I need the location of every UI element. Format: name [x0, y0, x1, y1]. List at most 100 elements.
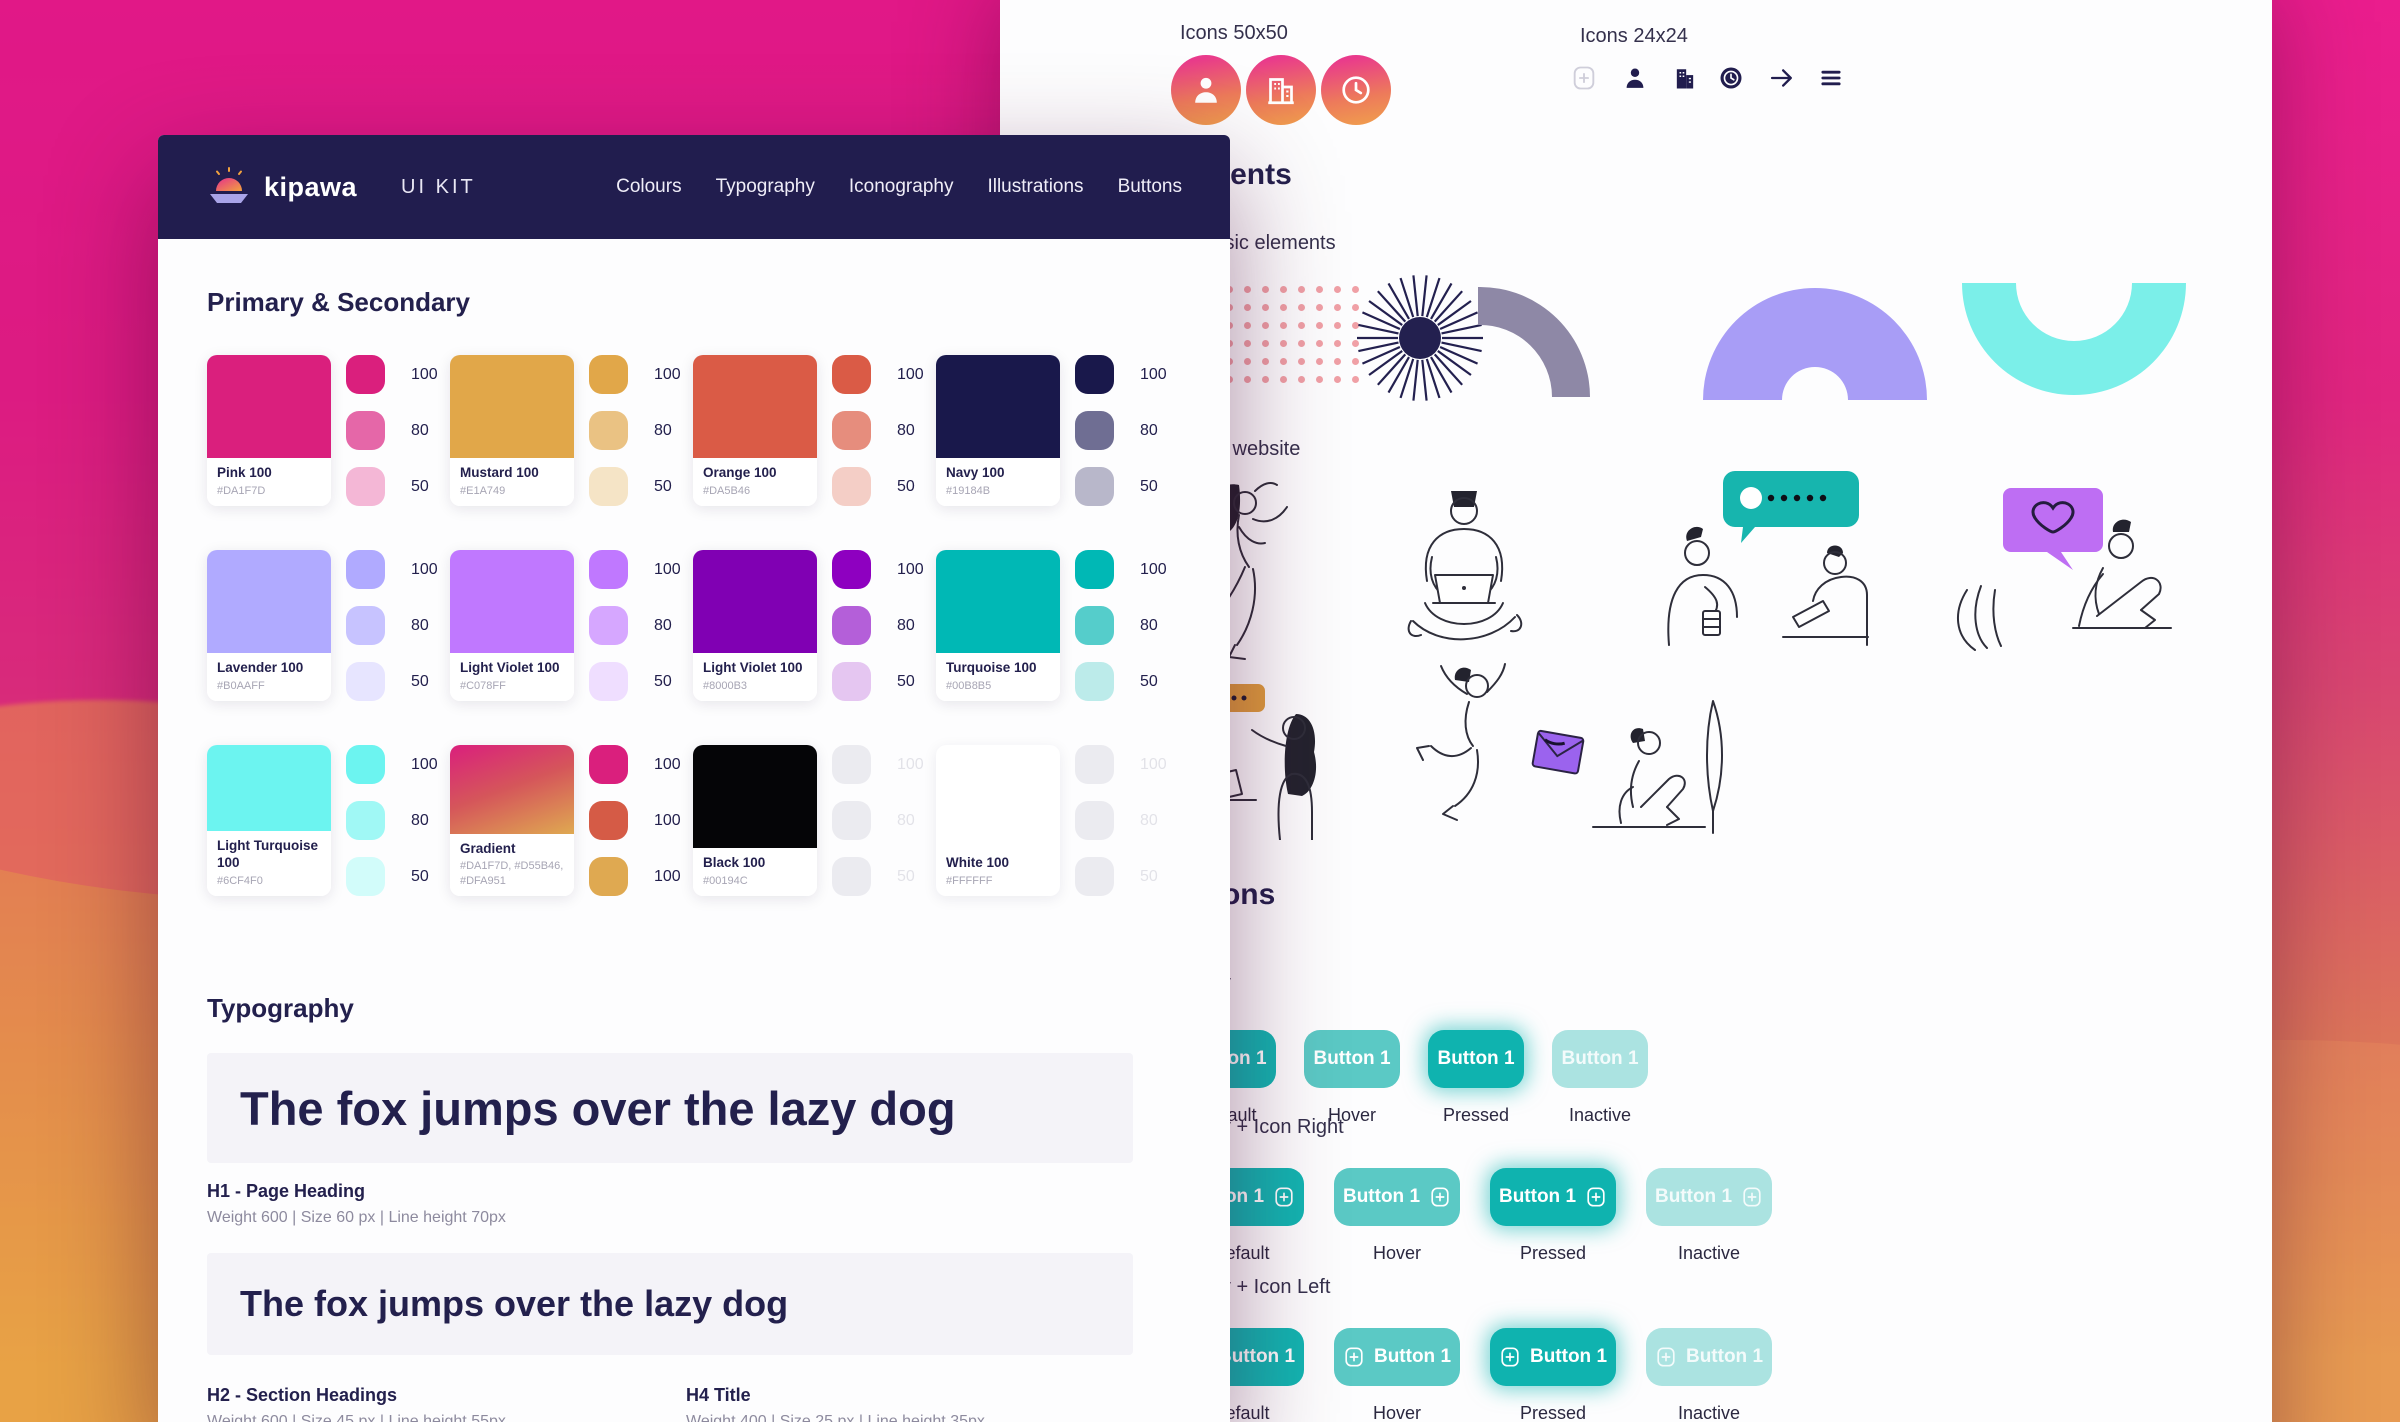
colour-group: Pink 100 #DA1F7D 100 80 50	[207, 355, 450, 506]
colour-swatch-card: Light Violet 100 #8000B3	[693, 550, 817, 701]
shade-row: 80	[832, 411, 924, 450]
dot	[1316, 286, 1323, 293]
button-1-inactive-icon-right[interactable]: Button 1	[1646, 1168, 1772, 1226]
dot	[1244, 358, 1251, 365]
shade-chip	[1075, 745, 1114, 784]
shade-list: 100 80 50	[1075, 355, 1167, 506]
colour-swatch	[450, 745, 574, 834]
button-1-inactive[interactable]: Button 1	[1552, 1030, 1648, 1088]
shade-list: 100 80 50	[589, 550, 681, 701]
colour-info: Gradient #DA1F7D, #D55B46, #DFA951	[450, 833, 574, 896]
button-label: Button 1	[1654, 1186, 1733, 1207]
dot	[1334, 286, 1341, 293]
main-nav: Colours Typography Iconography Illustration…	[616, 176, 1182, 198]
clock-icon	[1717, 64, 1745, 92]
quarter-arc-element	[1478, 286, 1590, 397]
brand-subtitle: UI KIT	[401, 175, 476, 198]
shade-label: 100	[411, 365, 438, 383]
shade-label: 100	[411, 560, 438, 578]
starburst-element	[1357, 275, 1483, 401]
shade-row: 80	[1075, 606, 1167, 645]
button-state-column: Button 1 Pressed	[1490, 1168, 1616, 1264]
shade-label: 80	[654, 421, 672, 439]
shade-chip	[589, 355, 628, 394]
dot	[1298, 322, 1305, 329]
dot	[1298, 304, 1305, 311]
shade-row: 50	[346, 857, 438, 896]
button-state-column: Button 1 Hover	[1334, 1328, 1460, 1422]
shade-label: 80	[411, 811, 429, 829]
shade-chip	[589, 857, 628, 896]
colour-swatch-card: Lavender 100 #B0AAFF	[207, 550, 331, 701]
shade-chip	[589, 606, 628, 645]
button-1-hover-icon-left[interactable]: Button 1	[1334, 1328, 1460, 1386]
colour-group: Lavender 100 #B0AAFF 100 80 50	[207, 550, 450, 701]
colour-name: White 100	[946, 854, 1010, 870]
dot	[1334, 376, 1341, 383]
kipawa-logo-icon	[210, 167, 248, 203]
illustration-heart-message	[1956, 488, 2172, 651]
colour-grid: Pink 100 #DA1F7D 100 80 50 Mustard 100 #E1…	[207, 355, 1179, 896]
button-1-pressed-icon-left[interactable]: Button 1	[1490, 1328, 1616, 1386]
button-state-column: Button 1 Inactive	[1646, 1328, 1772, 1422]
dot	[1262, 376, 1269, 383]
button-1-inactive-icon-left[interactable]: Button 1	[1646, 1328, 1772, 1386]
shade-chip	[346, 801, 385, 840]
shade-label: 50	[897, 672, 915, 690]
colour-hex: #E1A749	[460, 484, 506, 497]
dot	[1280, 376, 1287, 383]
button-1-pressed[interactable]: Button 1	[1428, 1030, 1524, 1088]
button-1-hover[interactable]: Button 1	[1304, 1030, 1400, 1088]
nav-item-buttons[interactable]: Buttons	[1117, 176, 1182, 197]
colour-swatch	[936, 355, 1060, 458]
dot	[1352, 286, 1359, 293]
shade-row: 80	[832, 801, 924, 840]
shade-label: 50	[411, 477, 429, 495]
h2-sample-box: The fox jumps over the lazy dog	[207, 1253, 1133, 1355]
colours-section-title: Primary & Secondary	[207, 287, 471, 317]
colour-name: Navy 100	[946, 464, 1005, 480]
shade-chip	[832, 550, 871, 589]
colour-info: Orange 100 #DA5B46	[693, 457, 817, 506]
button-1-pressed-icon-right[interactable]: Button 1	[1490, 1168, 1616, 1226]
shade-row: 100	[346, 355, 438, 394]
button-state-column: Button 1 Hover	[1334, 1168, 1460, 1264]
shade-chip	[346, 467, 385, 506]
shade-list: 100 80 50	[346, 355, 438, 506]
shade-list: 100 80 50	[832, 355, 924, 506]
nav-item-iconography[interactable]: Iconography	[848, 176, 954, 197]
shade-row: 80	[589, 411, 681, 450]
colour-name: Lavender 100	[217, 659, 304, 675]
colour-hex: #6CF4F0	[217, 874, 263, 887]
shade-list: 100 80 50	[589, 355, 681, 506]
shade-chip	[1075, 467, 1114, 506]
dot	[1334, 340, 1341, 347]
nav-item-typography[interactable]: Typography	[715, 176, 815, 197]
illustration-man-laptop	[1407, 491, 1523, 641]
building-icon	[1671, 64, 1699, 92]
colour-name: Mustard 100	[460, 464, 539, 480]
colour-group: Turquoise 100 #00B8B5 100 80 50	[936, 550, 1179, 701]
shade-list: 100 80 50	[832, 550, 924, 701]
shade-row: 50	[1075, 467, 1167, 506]
brand[interactable]: kipawa UI KIT	[206, 167, 476, 207]
colour-info: Turquoise 100 #00B8B5	[936, 652, 1060, 701]
nav-item-illustrations[interactable]: Illustrations	[987, 176, 1084, 197]
colour-hex: #B0AAFF	[217, 679, 265, 692]
button-1-hover-icon-right[interactable]: Button 1	[1334, 1168, 1460, 1226]
dot	[1334, 358, 1341, 365]
shade-label: 50	[1140, 867, 1158, 885]
clock-icon	[1321, 55, 1391, 125]
button-state-column: Button 1 Pressed	[1490, 1328, 1616, 1422]
shade-row: 50	[589, 662, 681, 701]
dot	[1352, 358, 1359, 365]
dot	[1262, 304, 1269, 311]
colour-hex: #DA1F7D, #D55B46, #DFA951	[460, 860, 564, 887]
illustration-sitting-leaf	[1592, 700, 1723, 834]
colour-swatch	[207, 550, 331, 653]
dot	[1298, 376, 1305, 383]
shade-row: 50	[832, 467, 924, 506]
nav-item-colours[interactable]: Colours	[616, 176, 682, 197]
